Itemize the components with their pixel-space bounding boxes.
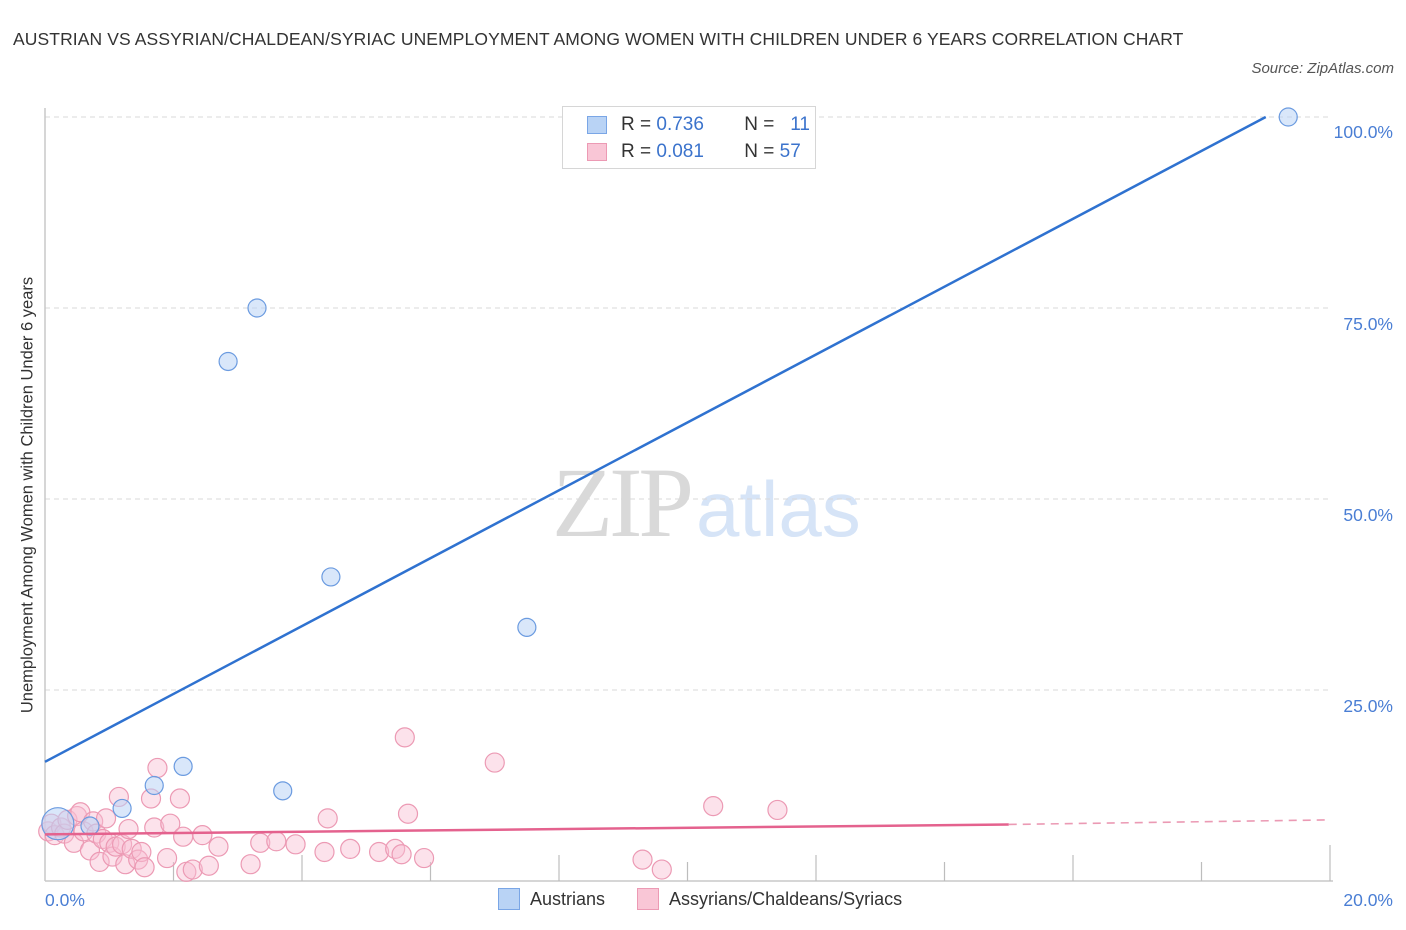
- y-tick-75: 75.0%: [1343, 314, 1393, 334]
- assyrians-swatch: [587, 143, 607, 161]
- legend-label: Assyrians/Chaldeans/Syriacs: [669, 888, 903, 909]
- series-legend: Austrians Assyrians/Chaldeans/Syriacs: [498, 888, 934, 910]
- n-label: N =: [744, 141, 775, 162]
- austrians-swatch: [587, 116, 607, 134]
- chart-title: AUSTRIAN VS ASSYRIAN/CHALDEAN/SYRIAC UNE…: [13, 29, 1184, 49]
- y-tick-100: 100.0%: [1333, 122, 1393, 142]
- stats-legend: R = 0.736 N = 11 R = 0.081 N = 57: [562, 106, 816, 169]
- r-label: R =: [621, 141, 652, 162]
- r-label: R =: [621, 114, 652, 135]
- n-label: N =: [744, 114, 775, 135]
- austrians-legend-swatch: [498, 888, 520, 910]
- axes: [44, 108, 1333, 882]
- legend-item-assyrians[interactable]: Assyrians/Chaldeans/Syriacs: [637, 888, 902, 910]
- assyrian-points: [38, 727, 788, 882]
- y-tick-50: 50.0%: [1343, 505, 1393, 525]
- stats-row-assyrians: R = 0.081 N = 57: [587, 140, 801, 164]
- assyrians-legend-swatch: [637, 888, 660, 910]
- x-tick-20: 20.0%: [1343, 890, 1393, 910]
- legend-label: Austrians: [530, 888, 606, 909]
- legend-item-austrians[interactable]: Austrians: [498, 888, 605, 910]
- y-tick-25: 25.0%: [1343, 696, 1393, 716]
- r-value: 0.081: [656, 141, 704, 162]
- n-value: 11: [790, 114, 810, 135]
- x-tick-0: 0.0%: [45, 890, 85, 910]
- trendlines: [44, 115, 1331, 836]
- source-credit: Source: ZipAtlas.com: [1251, 60, 1394, 77]
- austrian-points: [41, 107, 1298, 841]
- n-value: 57: [779, 141, 801, 162]
- y-axis-title: Unemployment Among Women with Children U…: [18, 276, 37, 714]
- r-value: 0.736: [656, 114, 704, 135]
- stats-row-austrians: R = 0.736 N = 11: [587, 113, 810, 137]
- gridlines: [45, 116, 1330, 691]
